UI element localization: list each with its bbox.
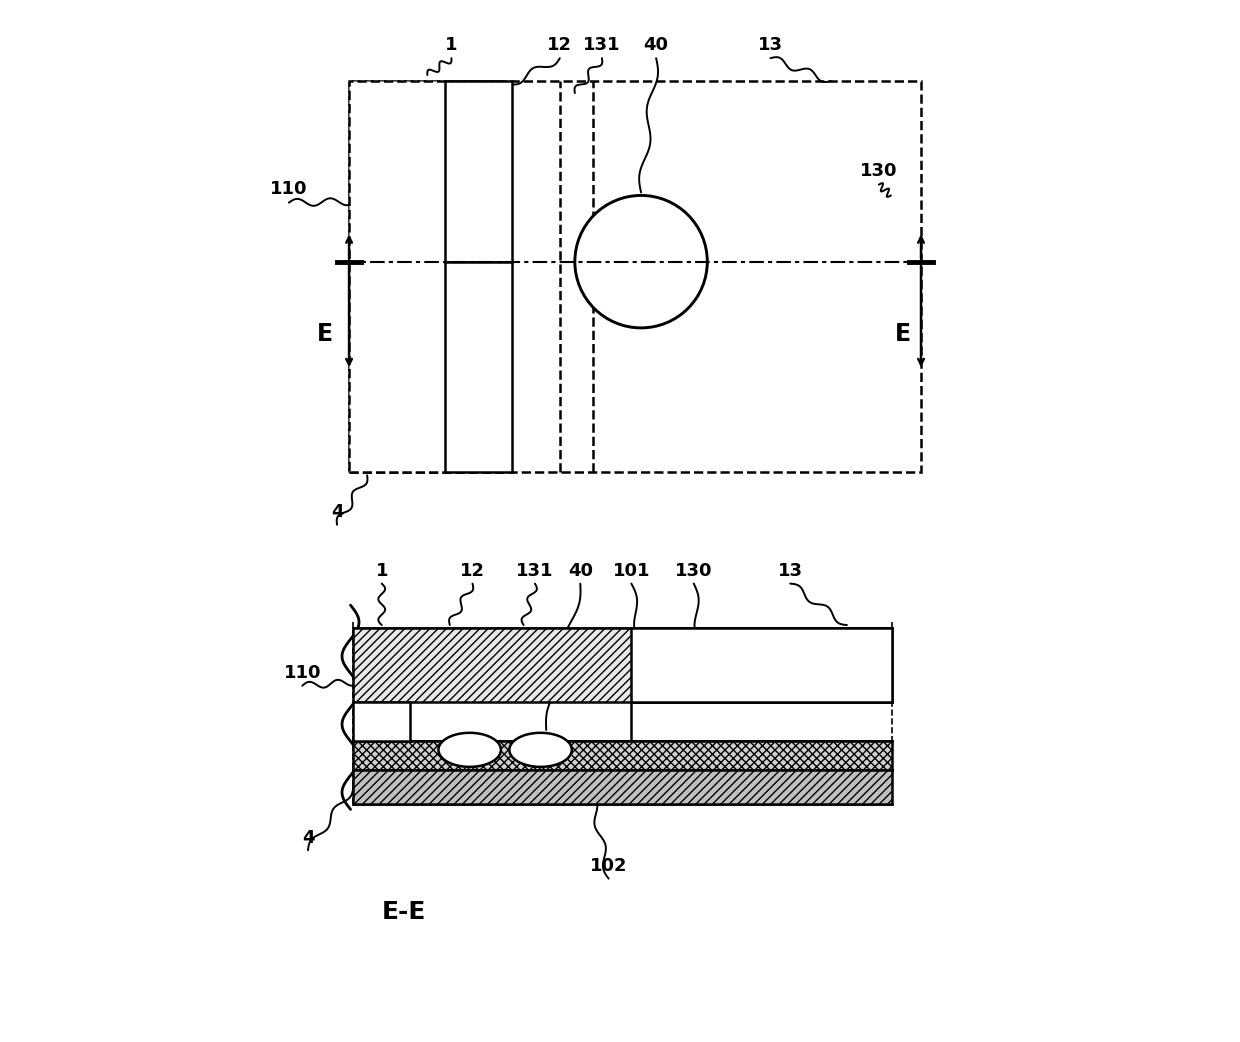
Polygon shape	[510, 733, 572, 767]
Text: 131: 131	[583, 35, 621, 54]
Bar	[350, 81, 921, 472]
Bar	[353, 741, 893, 770]
Text: 130: 130	[675, 562, 713, 580]
Polygon shape	[439, 733, 501, 767]
Circle shape	[575, 196, 707, 328]
Text: 13: 13	[758, 35, 782, 54]
Text: 40: 40	[644, 35, 668, 54]
Bar	[353, 770, 893, 803]
Text: 4: 4	[331, 502, 343, 521]
Text: E: E	[895, 322, 911, 346]
Bar	[350, 81, 500, 472]
Text: 110: 110	[270, 180, 308, 198]
Text: 1: 1	[376, 562, 388, 580]
Text: 102: 102	[590, 858, 627, 875]
Bar	[445, 262, 512, 472]
Text: E-E: E-E	[382, 899, 427, 923]
Text: 110: 110	[284, 664, 321, 683]
Text: 4: 4	[301, 828, 314, 847]
Text: 130: 130	[861, 163, 898, 180]
Bar	[353, 701, 410, 741]
Text: 1: 1	[445, 35, 458, 54]
Bar	[353, 628, 893, 701]
Text: 12: 12	[460, 562, 485, 580]
Text: 13: 13	[777, 562, 802, 580]
Text: 101: 101	[613, 562, 650, 580]
Text: 40: 40	[568, 562, 593, 580]
Text: E: E	[317, 322, 334, 346]
Text: 131: 131	[516, 562, 553, 580]
Text: 12: 12	[547, 35, 573, 54]
Bar	[631, 628, 893, 701]
Bar	[445, 81, 512, 262]
